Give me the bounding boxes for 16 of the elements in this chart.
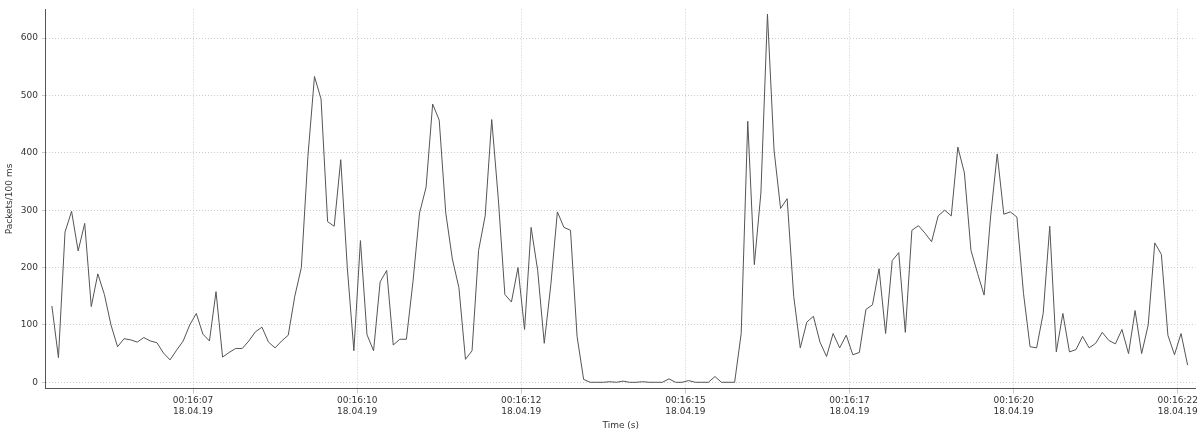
x-tick-label: 00:16:15 18.04.19 bbox=[665, 395, 706, 417]
y-tick-label: 0 bbox=[32, 376, 39, 387]
x-tick-label: 00:16:20 18.04.19 bbox=[993, 395, 1035, 417]
y-tick-label: 500 bbox=[20, 89, 39, 100]
y-tick-label: 400 bbox=[20, 147, 39, 158]
x-tick-label: 00:16:17 18.04.19 bbox=[829, 395, 870, 417]
y-tick-label: 200 bbox=[20, 261, 39, 272]
x-axis-title: Time (s) bbox=[601, 419, 640, 430]
x-tick-label: 00:16:10 18.04.19 bbox=[336, 395, 378, 417]
y-tick-label: 100 bbox=[20, 319, 39, 330]
y-tick-label: 600 bbox=[20, 32, 39, 43]
x-tick-label: 00:16:22 18.04.19 bbox=[1157, 395, 1199, 417]
y-axis-title: Packets/100 ms bbox=[3, 163, 14, 235]
x-tick-label: 00:16:07 18.04.19 bbox=[172, 395, 214, 417]
x-tick-label: 00:16:12 18.04.19 bbox=[501, 395, 542, 417]
y-tick-label: 300 bbox=[20, 204, 39, 215]
